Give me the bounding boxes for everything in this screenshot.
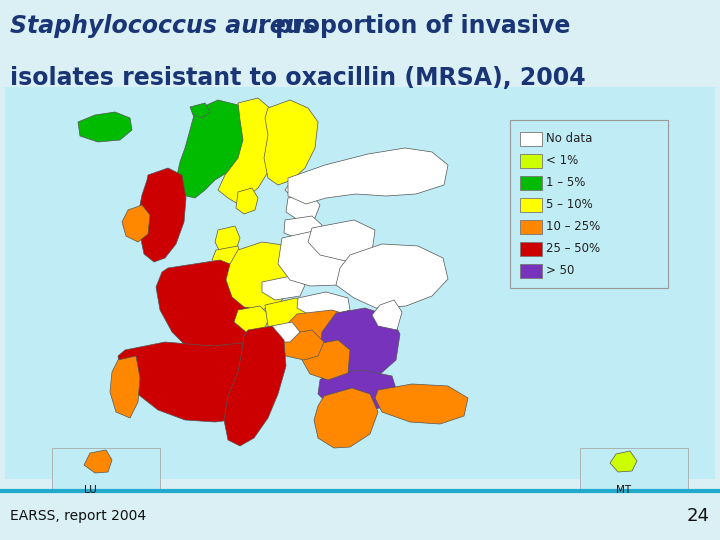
Text: MT: MT (616, 485, 631, 495)
Polygon shape (262, 275, 305, 300)
Bar (0, 492, 720, 540)
Polygon shape (176, 100, 250, 198)
Text: < 1%: < 1% (546, 154, 578, 167)
Text: 10 – 25%: 10 – 25% (546, 220, 600, 233)
Polygon shape (285, 310, 360, 350)
Text: No data: No data (546, 132, 593, 145)
Polygon shape (138, 168, 186, 262)
Bar (520, 242, 542, 256)
Bar (520, 132, 542, 146)
Bar (52, 448, 160, 490)
Polygon shape (218, 98, 278, 204)
Polygon shape (297, 292, 350, 316)
Polygon shape (280, 330, 324, 360)
Polygon shape (286, 195, 320, 220)
Polygon shape (78, 112, 132, 142)
Bar (510, 120, 668, 288)
Text: 25 – 50%: 25 – 50% (546, 242, 600, 255)
Polygon shape (224, 326, 286, 446)
Polygon shape (122, 205, 150, 242)
Polygon shape (236, 188, 258, 214)
Polygon shape (314, 388, 378, 448)
Polygon shape (336, 244, 448, 308)
Bar (520, 176, 542, 190)
Text: Staphylococcus aureus: Staphylococcus aureus (10, 14, 317, 37)
Polygon shape (284, 216, 322, 240)
Polygon shape (84, 450, 112, 473)
Text: > 50: > 50 (546, 265, 575, 278)
Bar (580, 448, 688, 490)
Polygon shape (110, 356, 140, 418)
Polygon shape (156, 260, 265, 362)
Text: EARSS, report 2004: EARSS, report 2004 (10, 509, 146, 523)
Polygon shape (372, 300, 402, 330)
Bar (520, 220, 542, 234)
Polygon shape (234, 306, 270, 332)
Polygon shape (190, 103, 210, 118)
Bar (520, 154, 542, 168)
Bar (520, 198, 542, 212)
Polygon shape (268, 322, 300, 342)
Bar (5, 87, 715, 479)
Polygon shape (610, 451, 637, 472)
Polygon shape (264, 100, 318, 185)
Text: isolates resistant to oxacillin (MRSA), 2004: isolates resistant to oxacillin (MRSA), … (10, 66, 585, 90)
Polygon shape (118, 342, 275, 422)
Polygon shape (285, 180, 316, 198)
Text: LU: LU (84, 485, 96, 495)
Polygon shape (320, 308, 400, 378)
Polygon shape (215, 226, 240, 252)
Polygon shape (265, 298, 318, 332)
Polygon shape (375, 384, 468, 424)
Polygon shape (302, 340, 350, 380)
Polygon shape (212, 246, 242, 272)
Polygon shape (288, 148, 448, 204)
Polygon shape (226, 242, 298, 310)
Polygon shape (308, 220, 375, 262)
Text: 5 – 10%: 5 – 10% (546, 199, 593, 212)
Polygon shape (318, 370, 398, 412)
Text: 1 – 5%: 1 – 5% (546, 177, 585, 190)
Text: 24: 24 (687, 507, 710, 525)
Bar (520, 264, 542, 278)
Polygon shape (278, 230, 364, 286)
Text: : proportion of invasive: : proportion of invasive (10, 14, 570, 37)
